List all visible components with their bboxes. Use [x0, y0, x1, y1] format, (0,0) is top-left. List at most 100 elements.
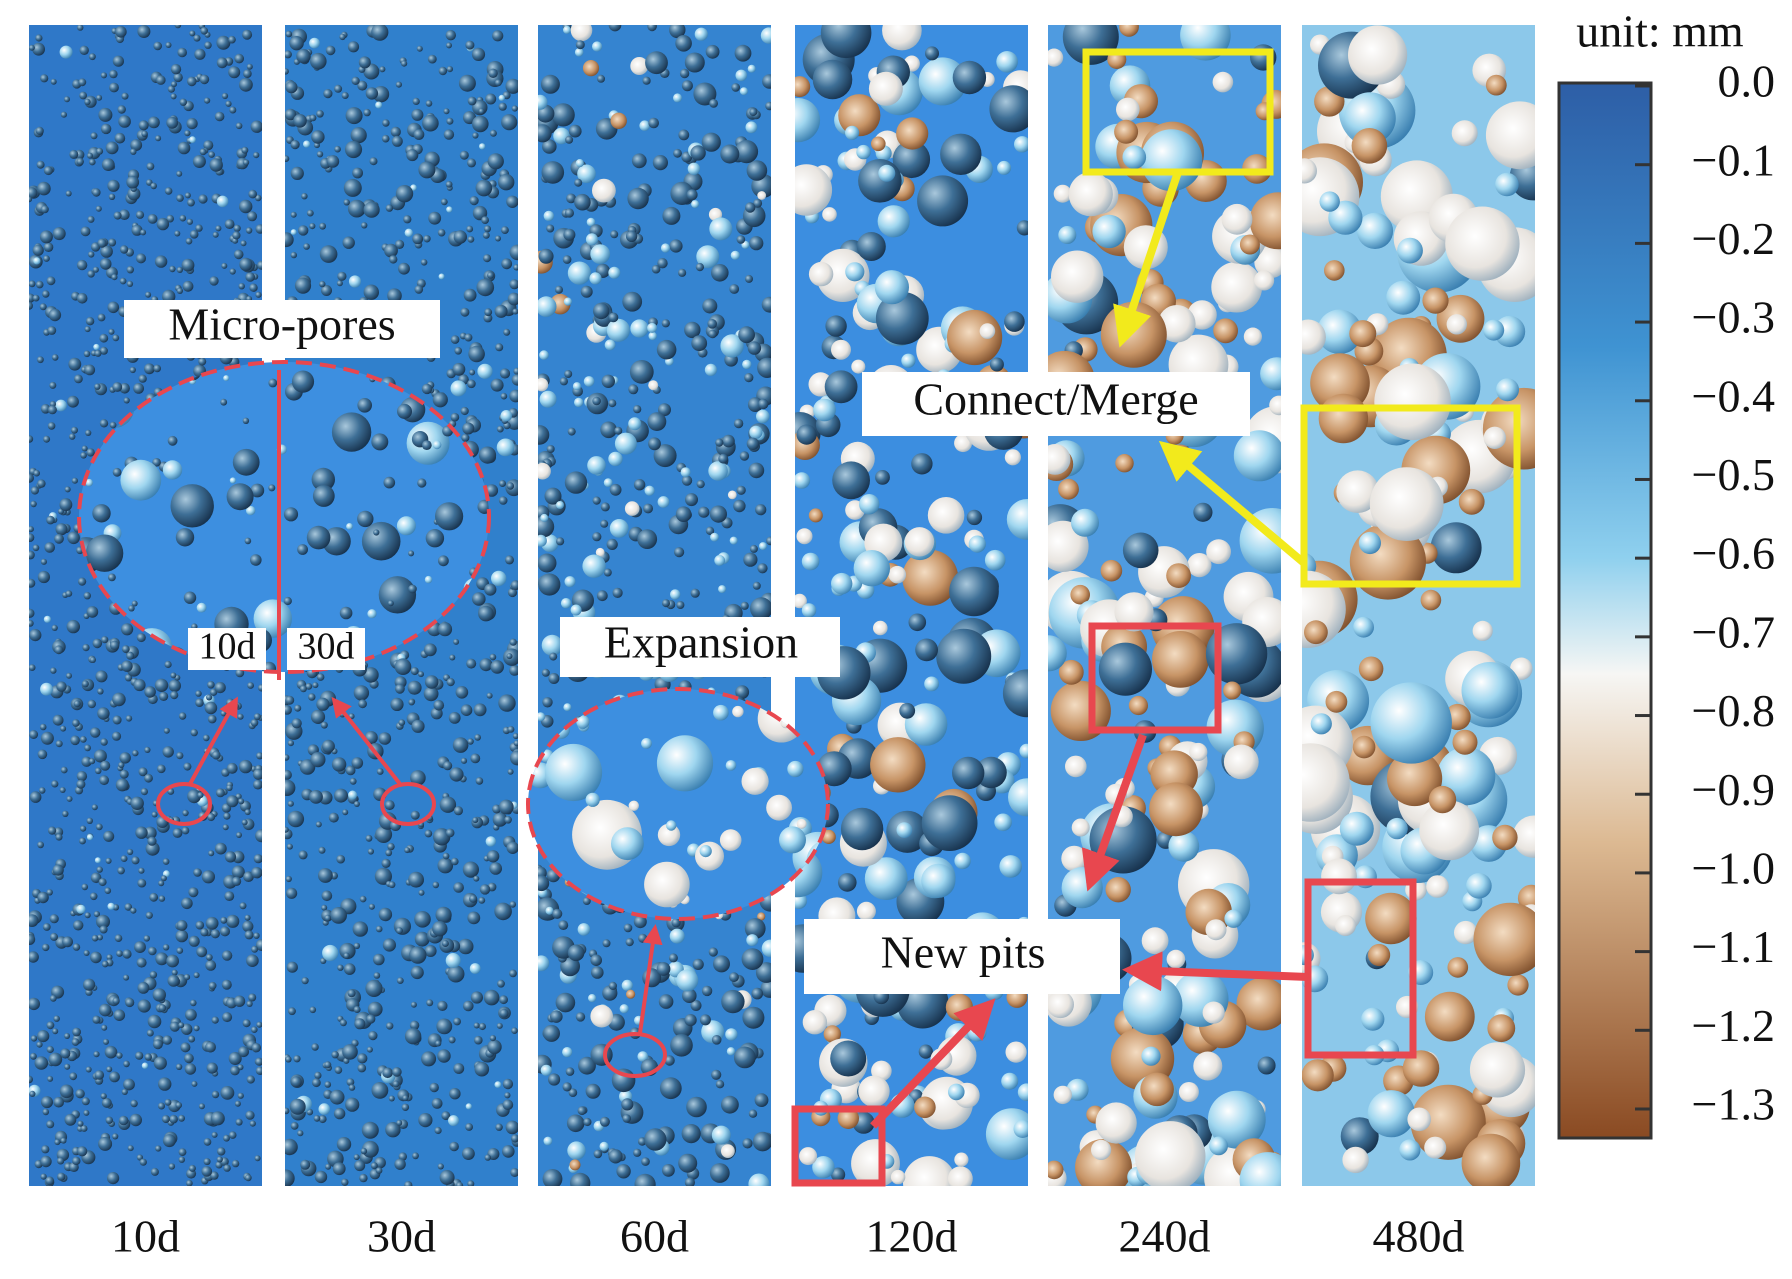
pit: [391, 135, 403, 147]
pit: [112, 334, 120, 342]
pit: [474, 1061, 490, 1077]
pit: [690, 1000, 702, 1011]
pit: [131, 856, 140, 865]
pit: [662, 1164, 675, 1177]
pit: [152, 458, 161, 467]
tick-label: −0.6: [1692, 528, 1775, 579]
pit: [76, 779, 86, 789]
pit: [634, 1173, 656, 1186]
pit: [511, 105, 518, 112]
pit: [178, 1148, 187, 1156]
pit: [371, 1082, 389, 1099]
pit: [90, 872, 102, 884]
pit: [1008, 778, 1028, 817]
pit: [1048, 48, 1064, 67]
pit: [1302, 1059, 1334, 1092]
pit: [412, 233, 424, 245]
pit: [713, 955, 730, 973]
pit: [368, 1031, 378, 1041]
pit: [210, 929, 220, 939]
pit: [488, 68, 498, 79]
pit: [440, 198, 448, 206]
pit: [29, 791, 42, 803]
pit: [119, 277, 127, 285]
pit: [83, 978, 96, 991]
pit: [446, 66, 453, 73]
pit: [608, 312, 619, 323]
pit: [147, 214, 158, 224]
pit: [237, 713, 244, 720]
pit: [606, 318, 631, 342]
pit: [128, 605, 135, 612]
pit: [441, 940, 449, 947]
pit: [1399, 1139, 1421, 1161]
pit: [1053, 184, 1072, 203]
pit: [32, 42, 45, 56]
pit: [294, 277, 312, 294]
pit: [175, 1102, 182, 1109]
pit: [631, 153, 647, 169]
pit: [348, 790, 358, 800]
pit: [1233, 430, 1281, 482]
pit: [208, 981, 217, 990]
pit: [250, 483, 265, 498]
pit: [123, 1078, 135, 1091]
pit: [370, 1162, 378, 1170]
pit: [300, 1159, 311, 1170]
pit: [199, 148, 207, 156]
pit: [467, 158, 476, 168]
pit: [290, 211, 297, 218]
pit: [129, 366, 136, 374]
pit: [350, 127, 367, 144]
pit: [1387, 750, 1443, 807]
pit: [60, 1137, 67, 1144]
pit: [137, 25, 151, 38]
pit: [746, 437, 760, 450]
pit: [152, 988, 166, 1002]
pit: [558, 920, 569, 930]
pit: [1358, 531, 1381, 555]
pit: [552, 908, 563, 919]
pit: [1211, 261, 1263, 313]
pit: [507, 726, 515, 733]
pit: [85, 429, 92, 436]
pit: [303, 140, 311, 148]
pit: [1260, 357, 1281, 391]
pit: [64, 96, 70, 103]
pit: [388, 881, 396, 889]
inset-outline: [526, 687, 830, 921]
pit: [210, 1111, 225, 1126]
pit: [203, 1158, 211, 1166]
pit: [449, 1141, 459, 1152]
pit: [500, 410, 512, 422]
pit: [484, 583, 497, 596]
pit: [78, 78, 87, 87]
pit: [511, 1134, 518, 1143]
pit: [354, 1160, 366, 1172]
pit: [564, 208, 575, 218]
pit: [412, 97, 420, 105]
pit: [583, 376, 595, 387]
pit: [1348, 25, 1408, 85]
pit: [158, 895, 166, 902]
pit: [243, 871, 254, 882]
pit: [93, 749, 107, 763]
pit: [170, 63, 182, 75]
pit: [184, 1063, 197, 1075]
pit: [100, 245, 113, 258]
pit: [55, 523, 68, 536]
pit: [89, 158, 96, 166]
arrow: [638, 924, 663, 1034]
pit: [575, 40, 585, 50]
pit: [251, 867, 262, 879]
pit: [98, 107, 113, 122]
pit: [204, 701, 218, 715]
pit: [544, 487, 562, 505]
pit: [47, 1075, 54, 1082]
pit: [757, 563, 768, 574]
pit: [253, 932, 260, 939]
pit: [254, 194, 262, 202]
pit: [115, 26, 127, 38]
pit: [423, 643, 437, 657]
pit: [68, 357, 82, 371]
